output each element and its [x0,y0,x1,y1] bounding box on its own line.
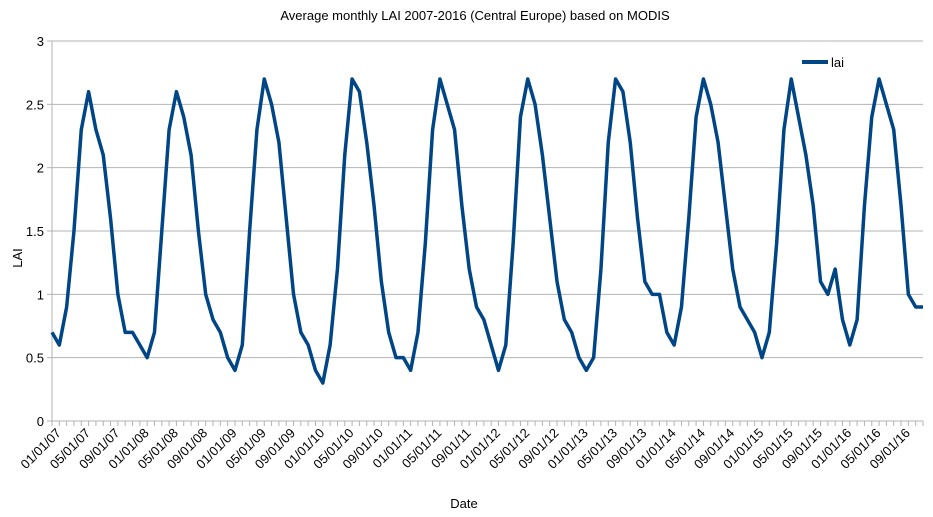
y-tick-label: 2 [37,161,44,176]
y-tick-labels: 0 0.5 1 1.5 2 2.5 3 [26,34,44,429]
x-axis-label: Date [450,496,477,511]
legend: lai [802,55,844,70]
chart-title: Average monthly LAI 2007-2016 (Central E… [280,8,670,23]
axes [51,41,924,426]
y-tick-label: 0 [37,414,44,429]
y-tick-label: 2.5 [26,97,44,112]
y-tick-label: 1.5 [26,224,44,239]
x-tick-labels: 01/01/0705/01/0709/01/0701/01/0805/01/08… [18,425,913,471]
series-line-lai [50,77,923,385]
y-axis-label: LAI [10,248,25,268]
y-tick-label: 3 [37,34,44,49]
y-tick-label: 0.5 [26,351,44,366]
y-tick-label: 1 [37,287,44,302]
series-lines [50,77,923,385]
legend-label-lai: lai [831,55,844,70]
